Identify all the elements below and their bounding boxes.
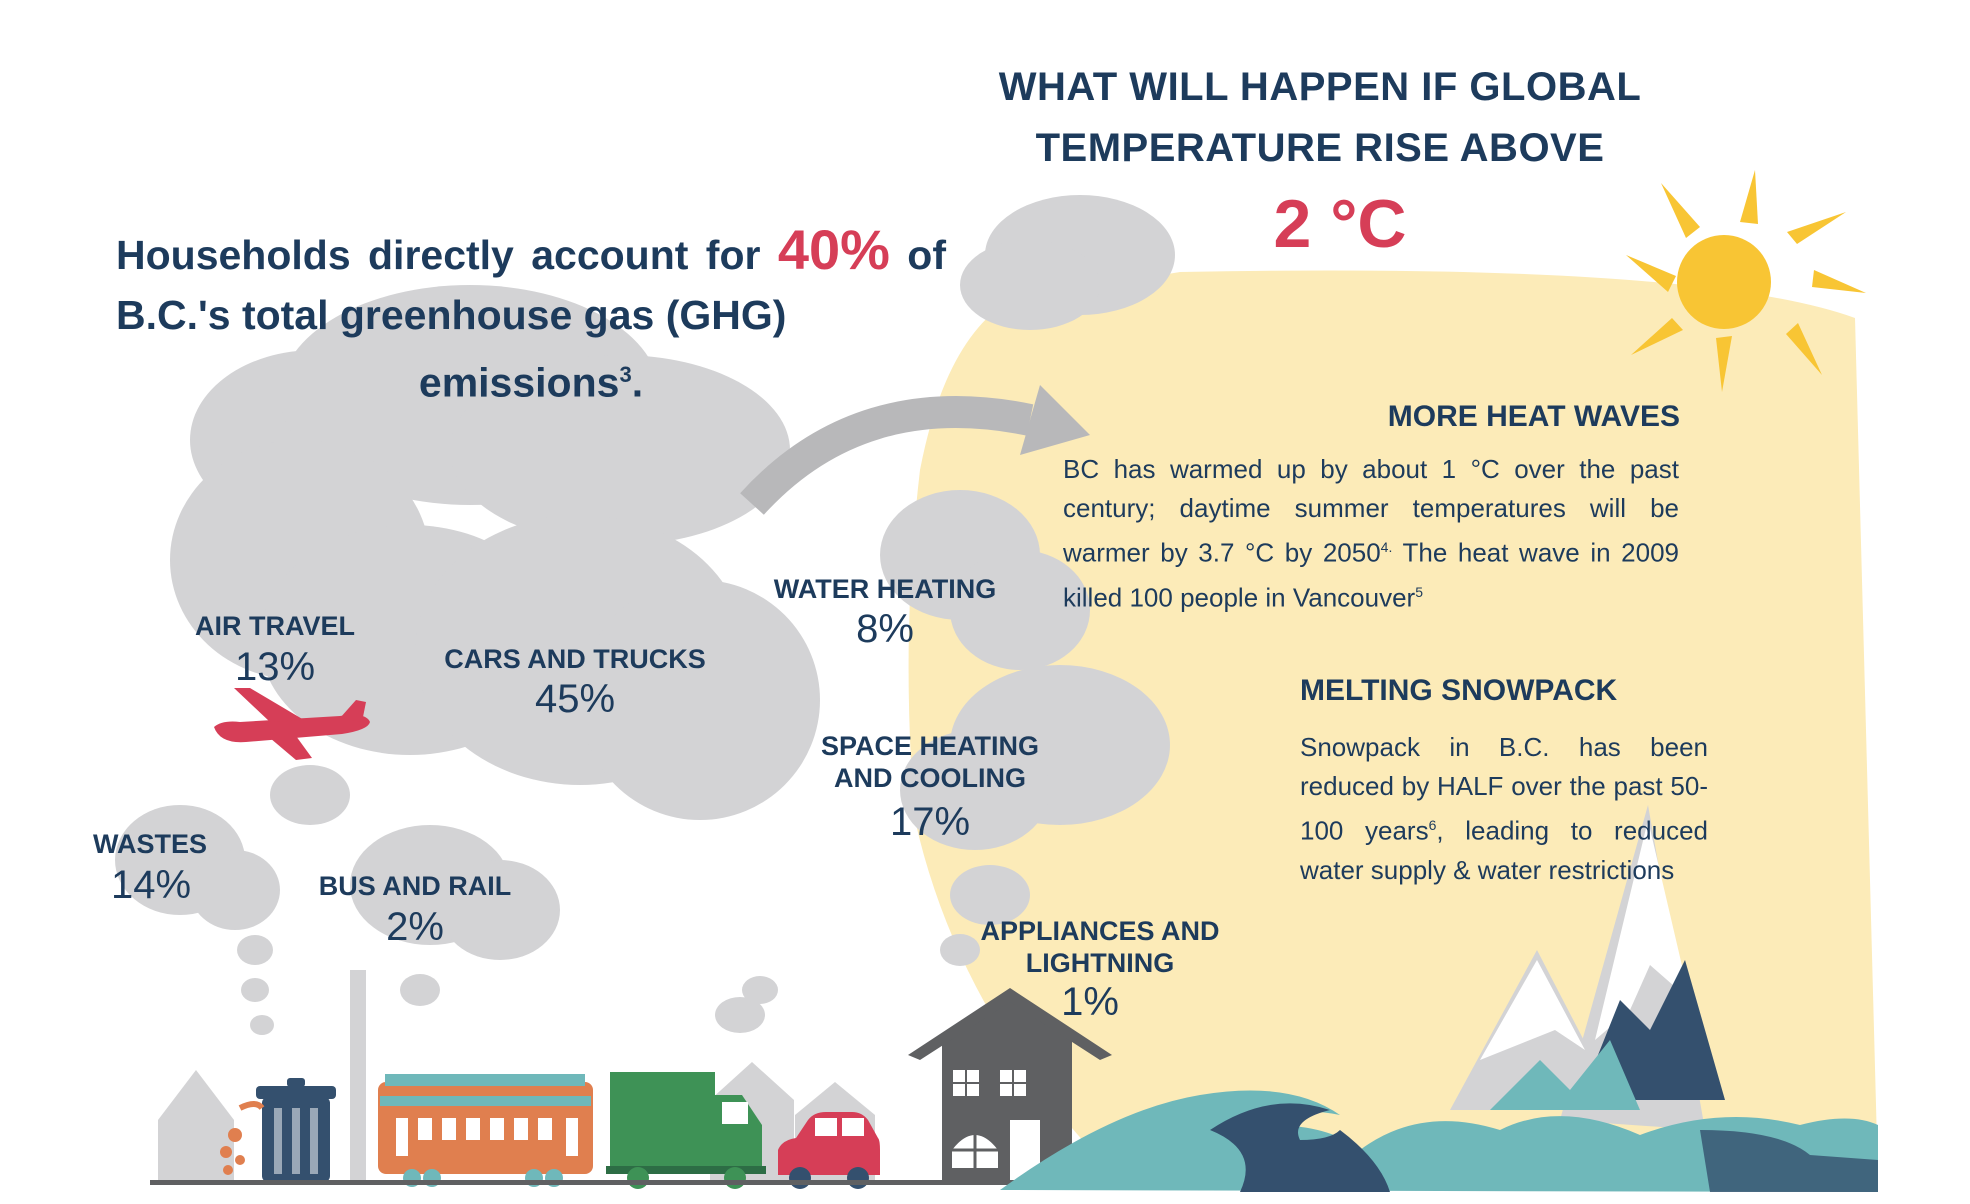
households-percent: 40% — [777, 218, 890, 281]
snowpack-title: MELTING SNOWPACK — [1300, 674, 1618, 707]
category-water-heating-value: 8% — [856, 607, 914, 651]
mountain-icon — [1450, 805, 1725, 1130]
wave-icon — [1000, 1090, 1878, 1192]
category-appliances-value: 1% — [1061, 980, 1119, 1024]
heat-waves-footnote-1: 4. — [1380, 539, 1393, 555]
heading-line-2: TEMPERATURE RISE ABOVE — [1035, 126, 1605, 170]
category-appliances-label: APPLIANCES AND LIGHTNING — [980, 916, 1220, 978]
households-last-line: emissions3. — [116, 345, 946, 413]
arrow-icon — [740, 396, 1034, 515]
heat-waves-text: BC has warmed up by about 1 °C over the … — [1063, 450, 1679, 617]
category-space-heating-label: SPACE HEATING AND COOLING — [820, 731, 1040, 793]
category-bus-rail-label: BUS AND RAIL — [318, 871, 512, 901]
truck-icon — [606, 1072, 766, 1189]
households-statement: Households directly account for 40% of B… — [116, 220, 946, 413]
heading-line-1: WHAT WILL HAPPEN IF GLOBAL — [998, 65, 1642, 109]
category-air-travel-value: 13% — [234, 645, 316, 689]
heat-waves-footnote-2: 5 — [1415, 583, 1424, 600]
category-air-travel-label: AIR TRAVEL — [195, 611, 355, 641]
snowpack-text-part1: Snowpack in B.C. has been reduced by HAL… — [1300, 732, 1708, 846]
category-wastes-label: WASTES — [92, 829, 207, 859]
category-water-heating-label: WATER HEATING — [773, 574, 997, 604]
households-text-after: of B.C.'s total greenhouse gas (GHG) — [116, 232, 946, 338]
snowpack-text: Snowpack in B.C. has been reduced by HAL… — [1300, 728, 1708, 890]
heading-temperature: 2 °C — [1273, 186, 1407, 262]
households-text-last: emissions — [418, 359, 620, 406]
train-icon — [378, 1074, 593, 1187]
households-trailing: . — [631, 359, 644, 406]
households-footnote: 3 — [619, 362, 632, 387]
sun-icon — [1626, 170, 1866, 392]
category-wastes-value: 14% — [110, 863, 192, 907]
households-text-before: Households directly account for — [116, 232, 778, 278]
category-bus-rail-value: 2% — [386, 905, 444, 949]
heat-waves-text-part1: BC has warmed up by about 1 °C over the … — [1063, 454, 1679, 568]
airplane-icon — [214, 688, 370, 760]
heat-waves-title: MORE HEAT WAVES — [1387, 400, 1680, 433]
smoke-cloud — [115, 195, 1175, 1035]
heat-waves-text-part2: The heat wave in 2009 killed 100 people … — [1063, 537, 1679, 613]
snowpack-text-part2: , leading to reduced water supply & wate… — [1300, 815, 1708, 885]
category-space-heating-value: 17% — [889, 800, 971, 844]
category-cars-trucks-label: CARS AND TRUCKS — [444, 644, 706, 674]
ground-line — [150, 1180, 1060, 1185]
snowpack-footnote: 6 — [1428, 817, 1437, 833]
category-cars-trucks-value: 45% — [534, 677, 616, 721]
trash-can-icon — [220, 1078, 336, 1182]
